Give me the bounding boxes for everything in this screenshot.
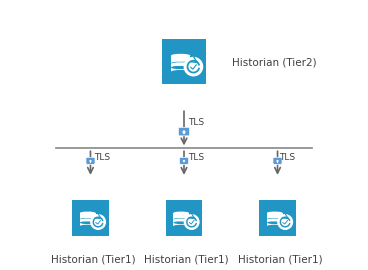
FancyBboxPatch shape (183, 132, 185, 134)
Ellipse shape (171, 70, 190, 73)
Text: Historian (Tier1): Historian (Tier1) (144, 255, 229, 265)
FancyBboxPatch shape (171, 56, 190, 63)
Ellipse shape (267, 212, 283, 214)
FancyBboxPatch shape (267, 213, 283, 219)
Ellipse shape (267, 221, 283, 224)
Ellipse shape (173, 215, 189, 218)
Ellipse shape (173, 218, 189, 221)
FancyBboxPatch shape (173, 220, 189, 226)
FancyBboxPatch shape (86, 157, 95, 164)
Ellipse shape (80, 215, 96, 218)
FancyBboxPatch shape (171, 60, 190, 68)
Ellipse shape (267, 218, 283, 221)
FancyBboxPatch shape (267, 217, 283, 223)
Text: TLS: TLS (188, 119, 204, 127)
Ellipse shape (171, 58, 190, 62)
Circle shape (183, 160, 185, 162)
Ellipse shape (267, 218, 283, 221)
Ellipse shape (80, 225, 96, 228)
Circle shape (277, 214, 293, 230)
FancyBboxPatch shape (173, 213, 189, 219)
Ellipse shape (80, 212, 96, 214)
Ellipse shape (173, 225, 189, 228)
FancyBboxPatch shape (162, 39, 206, 84)
FancyBboxPatch shape (166, 200, 202, 236)
FancyBboxPatch shape (171, 64, 190, 72)
Text: Historian (Tier1): Historian (Tier1) (51, 255, 135, 265)
Circle shape (89, 160, 92, 162)
Circle shape (183, 130, 185, 133)
FancyBboxPatch shape (259, 200, 296, 236)
Circle shape (184, 57, 203, 76)
FancyBboxPatch shape (90, 161, 91, 163)
FancyBboxPatch shape (178, 127, 190, 136)
Ellipse shape (80, 218, 96, 221)
FancyBboxPatch shape (180, 157, 188, 164)
FancyBboxPatch shape (80, 217, 96, 223)
Ellipse shape (80, 218, 96, 221)
Ellipse shape (171, 62, 190, 65)
FancyBboxPatch shape (267, 220, 283, 226)
Circle shape (184, 214, 199, 230)
FancyBboxPatch shape (80, 220, 96, 226)
FancyBboxPatch shape (277, 161, 278, 163)
FancyBboxPatch shape (80, 213, 96, 219)
Circle shape (276, 160, 279, 162)
Ellipse shape (171, 62, 190, 66)
Text: TLS: TLS (95, 153, 111, 162)
Circle shape (90, 214, 106, 230)
FancyBboxPatch shape (72, 200, 109, 236)
Text: TLS: TLS (279, 153, 295, 162)
Ellipse shape (173, 221, 189, 224)
FancyBboxPatch shape (173, 217, 189, 223)
Ellipse shape (267, 215, 283, 218)
Ellipse shape (173, 218, 189, 221)
Ellipse shape (173, 212, 189, 214)
Ellipse shape (171, 54, 190, 57)
Ellipse shape (80, 221, 96, 224)
Text: Historian (Tier1): Historian (Tier1) (238, 255, 322, 265)
Ellipse shape (171, 66, 190, 69)
FancyBboxPatch shape (273, 157, 282, 164)
Ellipse shape (267, 225, 283, 228)
Text: Historian (Tier2): Historian (Tier2) (232, 58, 317, 68)
Text: TLS: TLS (188, 153, 204, 162)
